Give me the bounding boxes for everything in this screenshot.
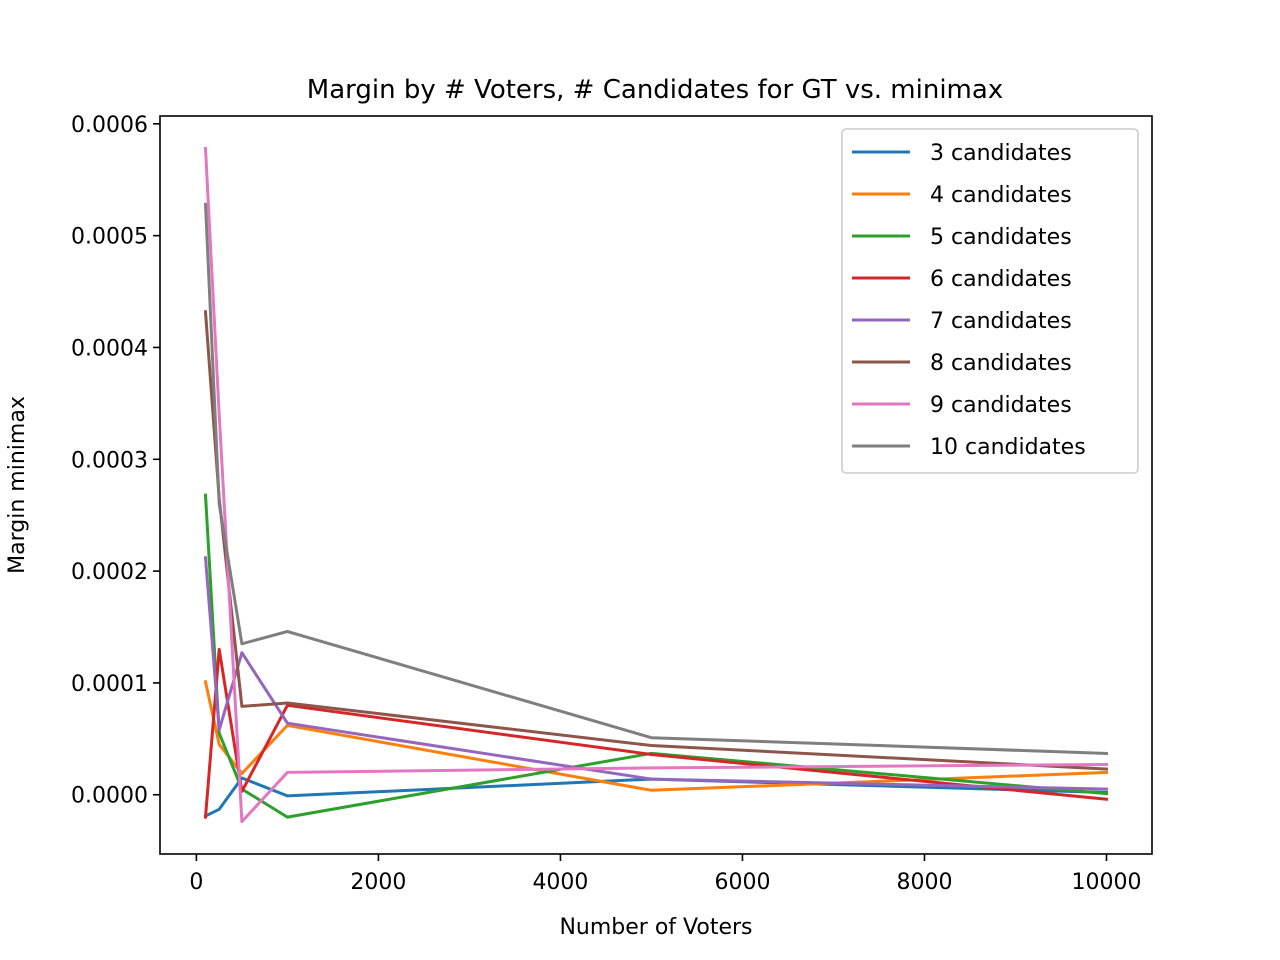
series-line-7-candidates	[203, 556, 1109, 791]
series-line-9-candidates	[203, 146, 1109, 824]
y-tick-label: 0.0001	[71, 672, 148, 697]
x-axis-title: Number of Voters	[559, 915, 752, 940]
legend-label: 6 candidates	[930, 267, 1072, 292]
y-tick-label: 0.0006	[71, 113, 148, 138]
x-tick-label: 4000	[532, 870, 588, 895]
legend-label: 9 candidates	[930, 393, 1072, 418]
y-tick-label: 0.0004	[71, 336, 148, 361]
legend-label: 7 candidates	[930, 309, 1072, 334]
series-layer	[203, 146, 1109, 824]
y-tick-label: 0.0002	[71, 560, 148, 585]
chart-title: Margin by # Voters, # Candidates for GT …	[307, 75, 1003, 105]
y-axis-title: Margin minimax	[5, 396, 30, 574]
legend-label: 4 candidates	[930, 183, 1072, 208]
series-line-4-candidates	[203, 680, 1109, 792]
legend-box	[841, 128, 1139, 474]
legend: 3 candidates 4 candidates 5 candidates 6 ca…	[841, 128, 1139, 474]
x-tick-label: 2000	[350, 870, 406, 895]
x-tick-label: 0	[189, 870, 203, 895]
plot-frame	[159, 115, 1153, 855]
series-line-3-candidates	[203, 776, 1109, 819]
x-tick-label: 6000	[714, 870, 770, 895]
x-tick-label: 8000	[896, 870, 952, 895]
x-tick-label: 10000	[1071, 870, 1141, 895]
legend-label: 5 candidates	[930, 225, 1072, 250]
legend-label: 8 candidates	[930, 351, 1072, 376]
legend-label: 10 candidates	[930, 435, 1086, 460]
y-tick-label: 0.0005	[71, 225, 148, 250]
y-tick-label: 0.0003	[71, 448, 148, 473]
legend-label: 3 candidates	[930, 141, 1072, 166]
y-tick-label: 0.0000	[71, 784, 148, 809]
series-line-6-candidates	[203, 647, 1109, 819]
y-axis-ticks: 0.0000 0.0001 0.0002 0.0003 0.0004 0.0005 0.00…	[71, 113, 160, 809]
series-line-10-candidates	[203, 202, 1109, 755]
x-axis-ticks: 0 2000 4000 6000 8000 10000	[189, 854, 1141, 895]
